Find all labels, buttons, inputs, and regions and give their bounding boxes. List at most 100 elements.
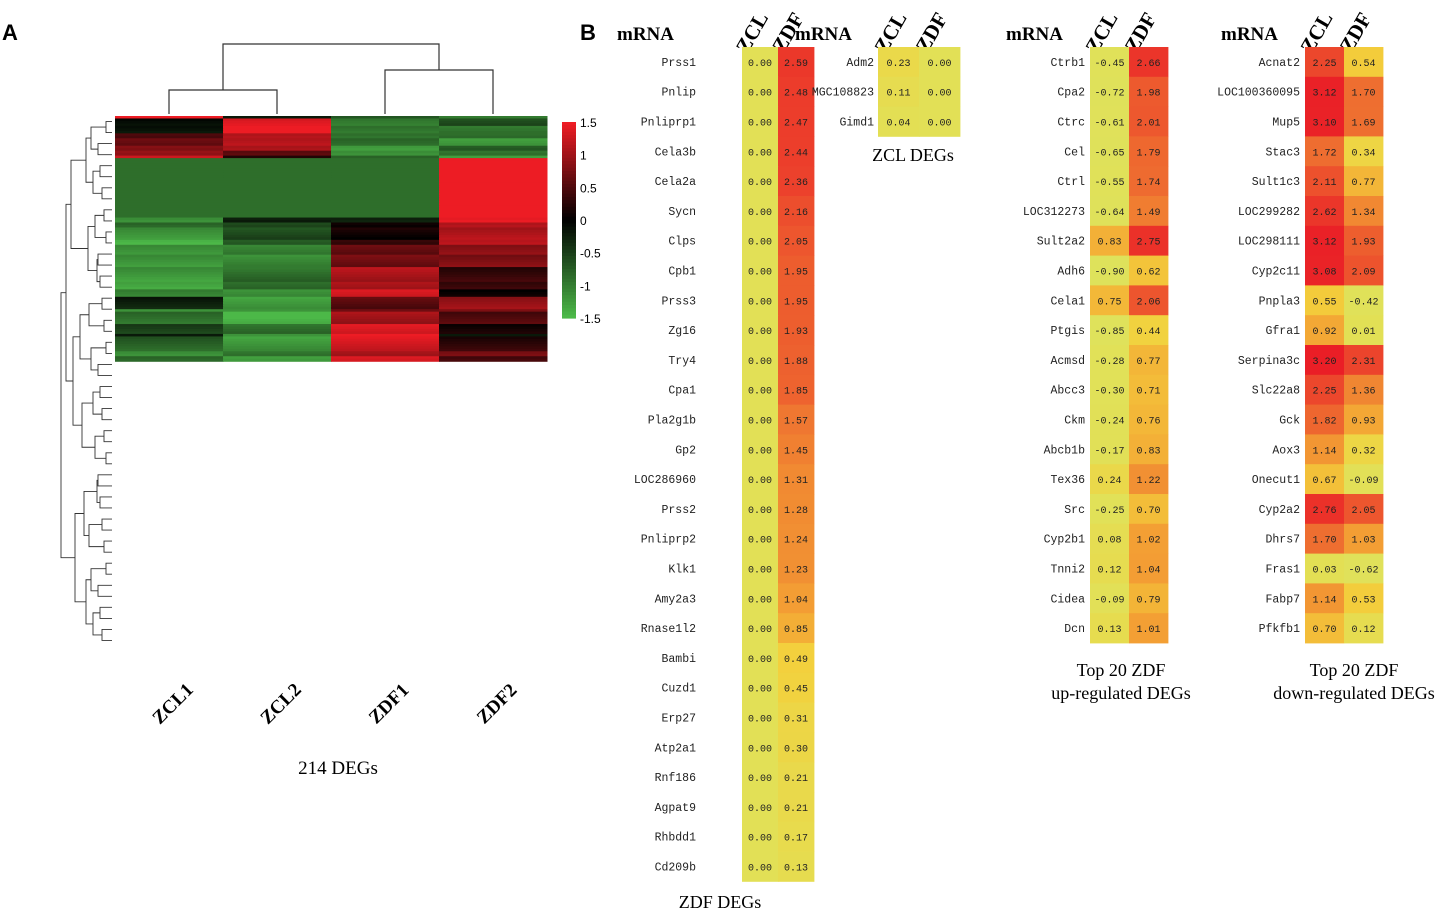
heatmap-cell [439, 190, 548, 194]
legend-gradient-step [562, 236, 576, 241]
heatmap-cell [115, 328, 224, 333]
legend-gradient-step [562, 304, 576, 309]
table-cell [1305, 434, 1345, 465]
dendrogram-branch [101, 518, 112, 531]
heatmap-cell [223, 326, 332, 330]
heatmap-cell [331, 172, 440, 177]
heatmap-cell [439, 338, 548, 342]
table-cell [778, 196, 815, 227]
heatmap-cell [439, 319, 548, 323]
heatmap-cell [115, 259, 224, 263]
heatmap-cell [115, 326, 224, 330]
heatmap-cell [115, 267, 224, 271]
heatmap-cell [331, 205, 440, 209]
heatmap-cell [223, 259, 332, 263]
column-dendrogram [168, 43, 494, 114]
heatmap-cell [439, 244, 548, 248]
table-cell [1129, 434, 1169, 465]
heatmap-cell [439, 294, 548, 298]
table-cell [1344, 434, 1384, 465]
heatmap-cell [331, 125, 440, 129]
gene-label: Rnase1l2 [641, 623, 696, 636]
gene-label: Acnat2 [1259, 57, 1301, 70]
table-cell-value: 0.01 [1351, 327, 1375, 338]
gene-label: Sult1c3 [1252, 176, 1300, 189]
heatmap-cell [115, 232, 224, 236]
table-cell-value: 1.85 [784, 387, 808, 398]
legend-gradient-step [562, 233, 576, 237]
heatmap-cell [223, 301, 332, 305]
heatmap-cell [223, 200, 332, 204]
table-cell [742, 821, 779, 852]
table-cell [1305, 136, 1345, 167]
heatmap-cell [115, 220, 224, 224]
gene-label: Fabp7 [1265, 593, 1300, 606]
heatmap-cell [439, 281, 548, 286]
heatmap-cell [439, 274, 548, 278]
heatmap-cell [223, 217, 332, 221]
heatmap-cell [331, 158, 440, 162]
heatmap-cell [223, 120, 332, 125]
heatmap-column-label: ZCL2 [257, 680, 306, 729]
heatmap-cell [331, 244, 440, 248]
dendrogram-branch [97, 143, 112, 156]
heatmap-cell [331, 116, 440, 120]
table-cell [778, 106, 815, 137]
heatmap-cell [439, 306, 548, 310]
heatmap-cell [115, 321, 224, 325]
heatmap-cell [115, 281, 224, 286]
table-cell-value: 0.92 [1312, 327, 1336, 338]
gene-label: Pnlip [661, 87, 696, 100]
heatmap-cell [331, 185, 440, 189]
heatmap-cell [223, 234, 332, 238]
table-cell [742, 106, 779, 137]
table-cell [778, 613, 815, 644]
gene-label: Serpina3c [1238, 355, 1300, 368]
heatmap-cell [331, 217, 440, 221]
gene-label: Ctrc [1057, 117, 1085, 130]
table-cell [742, 523, 779, 554]
legend-gradient-step [562, 249, 576, 254]
table-cell-value: 2.25 [1312, 387, 1336, 398]
heatmap-cell [439, 289, 548, 293]
heatmap-cell [223, 163, 332, 167]
table-cell-value: 2.66 [1136, 59, 1160, 70]
table-cell-value: 2.62 [1312, 208, 1336, 219]
heatmap-cell [439, 234, 548, 238]
dendrogram-branch [90, 347, 106, 371]
heatmap-cell [331, 324, 440, 328]
heatmap-cell [439, 123, 548, 127]
heatmap-cell [223, 239, 332, 243]
heatmap-cell [115, 269, 224, 273]
dendrogram-branch [103, 540, 112, 553]
table-cell-value: 0.11 [886, 89, 910, 100]
table-cell-value: 0.00 [748, 208, 772, 219]
table-cell-value: -0.09 [1094, 595, 1124, 606]
heatmap-cell [331, 165, 440, 169]
heatmap-cell [223, 333, 332, 338]
heatmap-cell [223, 128, 332, 132]
heatmap-cell [115, 301, 224, 305]
dendrogram-branch [103, 319, 112, 332]
heatmap-cell [439, 276, 548, 281]
heatmap-cell [439, 140, 548, 144]
gene-label: Erp27 [661, 713, 696, 726]
heatmap-cell [223, 195, 332, 199]
heatmap-cell [331, 299, 440, 303]
gene-label: Atp2a1 [655, 742, 697, 755]
heatmap-cell [223, 153, 332, 157]
heatmap-cell [331, 118, 440, 122]
heatmap-cell [115, 257, 224, 261]
legend-gradient-step [562, 265, 576, 270]
table-cell-value: -0.42 [1348, 297, 1378, 308]
heatmap-cell [439, 242, 548, 246]
heatmap-cell [331, 224, 440, 229]
heatmap-cell [115, 346, 224, 350]
heatmap-cell [439, 267, 548, 271]
heatmap-cell [439, 269, 548, 273]
gene-label: Ckm [1064, 415, 1085, 428]
heatmap-cell [115, 143, 224, 147]
gene-label: LOC100360095 [1217, 87, 1300, 100]
table-cell [1305, 553, 1345, 584]
gene-label: LOC299282 [1238, 206, 1300, 219]
